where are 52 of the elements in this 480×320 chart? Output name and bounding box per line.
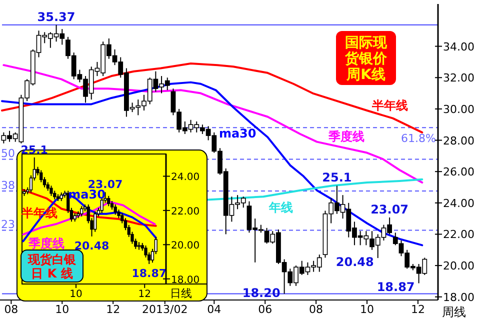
annotation: 25.1 — [322, 170, 352, 185]
y-tick-label: 34.00 — [443, 40, 474, 54]
annotation: 25.1 — [20, 143, 48, 156]
x-tick-label: 12 — [138, 289, 151, 300]
annotation: 23.07 — [370, 202, 409, 216]
x-tick-label: 12 — [106, 303, 120, 316]
series-label: 季度线 — [27, 236, 64, 250]
x-axis-title: 日线 — [170, 287, 192, 300]
y-tick-label: 18.00 — [443, 290, 474, 304]
x-tick-label: 12 — [410, 303, 425, 316]
candlestick — [94, 210, 97, 232]
y-tick-label: 24.00 — [171, 172, 200, 184]
candlestick — [107, 195, 110, 207]
x-tick-label: 04 — [207, 303, 222, 316]
x-tick-label: 06 — [258, 303, 272, 316]
annotation: 23 — [1, 218, 15, 231]
annotation: 20.48 — [336, 255, 374, 270]
y-tick-label: 28.00 — [443, 134, 474, 148]
y-tick-label: 26.00 — [443, 166, 474, 179]
annotation: 61.8% — [401, 132, 436, 145]
line-series — [22, 188, 157, 227]
y-tick-label: 30.00 — [443, 102, 474, 116]
series-label: 年线 — [268, 200, 294, 215]
series-label: ma30 — [218, 126, 256, 141]
y-tick-label: 22.00 — [171, 206, 200, 218]
x-tick-label: 10 — [70, 289, 82, 300]
x-tick-label: 08 — [4, 303, 18, 316]
candlestick — [50, 185, 53, 196]
y-tick-label: 20.00 — [443, 260, 474, 273]
annotation: 20.48 — [74, 239, 110, 252]
series-label: 半年线 — [371, 98, 408, 112]
annotation: 50 — [1, 147, 15, 160]
series-label: 季度线 — [327, 129, 364, 144]
series-label: ma30 — [68, 187, 106, 202]
annotation: 35.37 — [37, 10, 76, 24]
y-tick-label: 20.00 — [171, 240, 200, 252]
y-tick-label: 24.00 — [443, 196, 474, 210]
x-tick-label: 08 — [309, 303, 324, 316]
y-tick-label: 18.00 — [171, 274, 200, 286]
candlestick — [80, 206, 84, 217]
annotation: 38 — [1, 179, 15, 192]
y-tick-label: 32.00 — [443, 72, 474, 85]
annotation: 18.87 — [132, 266, 167, 280]
text: 现货白银日 K 线 — [27, 252, 77, 280]
y-tick-label: 22.00 — [443, 228, 474, 242]
x-tick-label: 10 — [360, 303, 374, 316]
annotation: 18.87 — [376, 280, 415, 294]
text: 国际现货银价周K线 — [344, 35, 388, 84]
candlestick — [114, 204, 117, 216]
x-axis-title: 周线 — [442, 305, 466, 319]
x-tick-label: 2013/02 — [142, 303, 188, 316]
x-tick-label: 10 — [55, 303, 70, 316]
